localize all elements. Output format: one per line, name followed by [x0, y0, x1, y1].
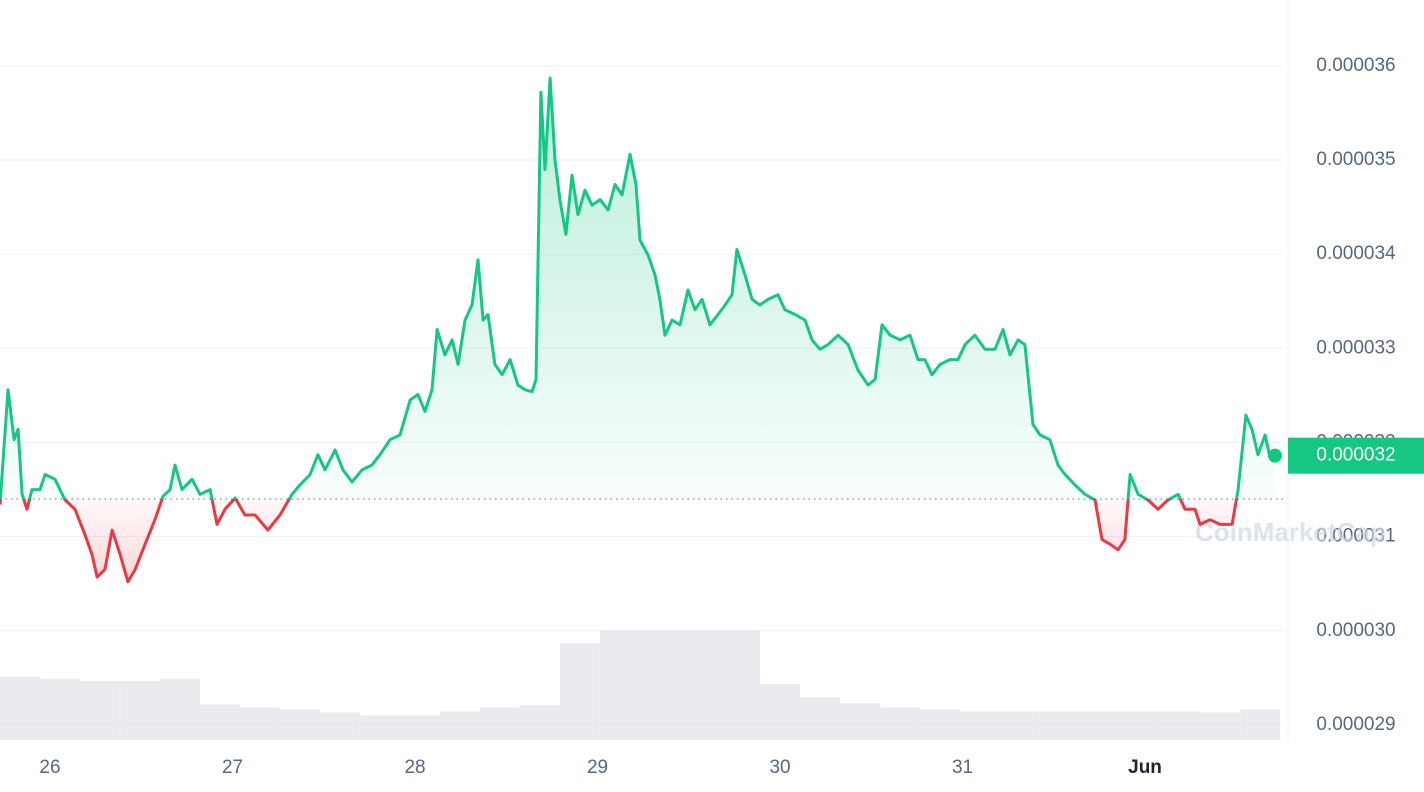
volume-bar [600, 630, 641, 740]
y-tick-label: 0.000031 [1316, 526, 1395, 547]
volume-bar [840, 703, 881, 740]
y-tick-label: 0.000033 [1316, 337, 1395, 358]
volume-bar [800, 697, 841, 740]
volume-bar [1120, 711, 1160, 740]
x-tick-label: 26 [39, 757, 60, 778]
volume-bar [999, 711, 1040, 740]
x-tick-label: 28 [404, 757, 425, 778]
y-tick-label: 0.000034 [1316, 243, 1396, 264]
last-point [1267, 448, 1282, 463]
volume-bar [360, 715, 401, 740]
volume-bar [319, 712, 360, 740]
volume-bar [1240, 709, 1281, 740]
volume-bar [400, 715, 441, 740]
y-tick-label: 0.000036 [1316, 55, 1395, 76]
volume-bar [120, 680, 161, 740]
volume-bar [440, 711, 480, 740]
volume-bar [279, 709, 320, 740]
volume-bar [919, 709, 960, 740]
volume-bar [479, 707, 520, 740]
volume-bar [1199, 712, 1240, 740]
price-tag [1288, 437, 1424, 474]
y-tick-label: 0.000035 [1316, 149, 1395, 170]
volume-bar [519, 705, 560, 740]
volume-bar [1080, 711, 1121, 740]
x-tick-label: 31 [952, 757, 973, 778]
volume-bar [880, 707, 920, 740]
price-line [0, 76, 1276, 584]
volume-bar [160, 678, 201, 740]
y-tick-label: 0.000030 [1316, 620, 1395, 641]
volume-bar [559, 643, 600, 740]
x-tick-label: 27 [222, 757, 243, 778]
volume-bar [0, 676, 40, 740]
volume-bar [79, 680, 120, 740]
volume-bar [1040, 711, 1081, 740]
price-area [0, 78, 1275, 582]
volume-bar [959, 711, 1000, 740]
volume-bar [719, 630, 760, 740]
x-tick-label: Jun [1128, 757, 1162, 778]
price-tag-label: 0.000032 [1316, 445, 1395, 466]
volume-bar [680, 630, 720, 740]
volume-bar [1159, 711, 1200, 740]
volume-bar [39, 678, 80, 740]
volume-bar [239, 707, 280, 740]
x-tick-label: 29 [587, 757, 608, 778]
volume-bar [759, 683, 800, 740]
x-tick-label: 30 [769, 757, 790, 778]
volume-bar [200, 704, 240, 740]
volume-bar [640, 630, 681, 740]
y-tick-label: 0.000029 [1316, 714, 1395, 735]
